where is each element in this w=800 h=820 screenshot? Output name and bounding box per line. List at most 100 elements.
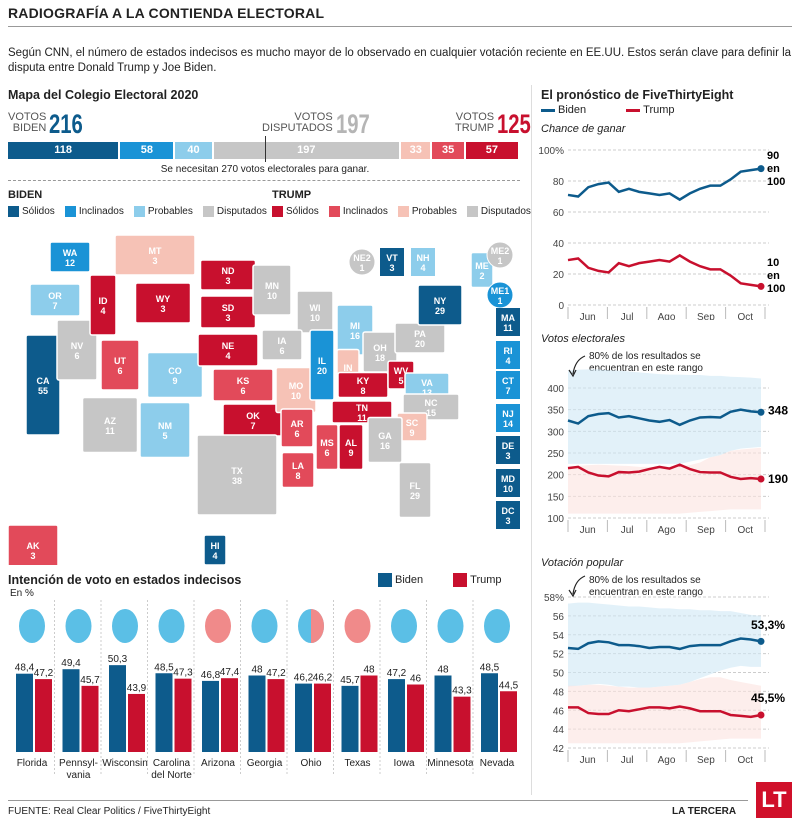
state-votes: 13 xyxy=(422,388,432,398)
bar-trump xyxy=(35,679,52,752)
state-votes: 3 xyxy=(505,516,510,526)
state-votes: 3 xyxy=(30,551,35,561)
state-abbr: CA xyxy=(37,376,50,386)
x-tick-label: Oct xyxy=(738,755,754,766)
source-note: FUENTE: Real Clear Politics / FiveThirty… xyxy=(8,806,211,817)
state-abbr: MT xyxy=(149,246,162,256)
state-shape xyxy=(309,329,335,401)
state-abbr: WI xyxy=(310,303,321,313)
bar-biden xyxy=(155,673,173,752)
threshold-marker xyxy=(264,136,266,162)
state-shape xyxy=(470,251,494,289)
state-group: 45,748 Texas xyxy=(333,600,378,775)
page-title: RADIOGRAFÍA A LA CONTIENDA ELECTORAL xyxy=(8,5,325,21)
x-tick-label: Jul xyxy=(621,525,634,536)
state-ar: AR6 xyxy=(280,408,314,448)
state-nd: ND3 xyxy=(199,259,257,291)
y-tick-label: 200 xyxy=(547,471,564,482)
electoral-votes-chart: 100 150 200 250 300 350 400 Jun Jul Ago Sep Oct 348 1… xyxy=(547,355,788,536)
data-point xyxy=(757,711,765,719)
footer-divider xyxy=(8,800,748,801)
state-votes: 5 xyxy=(398,376,403,386)
state-ia: IA6 xyxy=(261,329,303,361)
y-tick-label: 46 xyxy=(553,706,565,717)
state-ri: RI4 xyxy=(496,341,520,369)
category-label: Georgia xyxy=(247,758,283,769)
category-label: Arizona xyxy=(201,758,235,769)
state-abbr: CO xyxy=(168,366,182,376)
state-shape xyxy=(134,282,192,324)
bar-trump xyxy=(81,685,99,752)
y-tick-label: 300 xyxy=(547,427,564,438)
bar-biden xyxy=(16,673,33,752)
state-abbr: HI xyxy=(211,541,220,551)
category-label: Florida xyxy=(17,758,48,769)
line-trump xyxy=(567,463,762,481)
state-shape xyxy=(29,283,81,317)
segment-disputed: 197 xyxy=(213,142,402,159)
bar-value-label: 48 xyxy=(363,665,375,676)
state-votes: 16 xyxy=(380,441,390,451)
state-abbr: ME xyxy=(475,261,489,271)
state-votes: 6 xyxy=(74,351,79,361)
bar-value-label: 44,5 xyxy=(499,680,519,691)
state-abbr: OH xyxy=(373,343,387,353)
legend-item-trump: Trump xyxy=(626,104,675,116)
arrow-icon xyxy=(572,355,586,375)
candidate-face-icon xyxy=(437,609,464,643)
title-divider xyxy=(8,26,792,27)
state-votes: 18 xyxy=(375,353,385,363)
state-votes: 3 xyxy=(389,263,394,273)
state-al: AL9 xyxy=(338,423,364,471)
y-tick-label: 50 xyxy=(553,669,565,680)
state-votes: 10 xyxy=(291,391,301,401)
state-badge xyxy=(496,469,520,497)
swatch-icon xyxy=(202,206,214,217)
category-label: Nevada xyxy=(480,758,515,769)
state-ky: KY8 xyxy=(337,371,389,399)
y-tick-label: 250 xyxy=(547,449,564,460)
state-shape xyxy=(25,334,61,436)
state-abbr: NC xyxy=(425,398,438,408)
state-badge xyxy=(380,248,404,276)
bar-trump xyxy=(221,678,238,752)
bar-biden xyxy=(481,673,498,752)
legend-label: Trump xyxy=(643,104,675,116)
state-votes: 29 xyxy=(435,306,445,316)
bar-value-label: 48,4 xyxy=(15,663,35,674)
legend-label: Disputados xyxy=(480,206,531,217)
state-votes: 5 xyxy=(162,431,167,441)
state-shape xyxy=(315,423,339,471)
state-abbr: UT xyxy=(114,356,126,366)
state-shape xyxy=(139,401,191,459)
column-divider xyxy=(531,85,532,795)
trump-label: TRUMP xyxy=(455,122,495,134)
state-badge xyxy=(496,341,520,369)
state-abbr: WA xyxy=(63,248,78,258)
state-shape xyxy=(100,339,140,391)
state-abbr: MN xyxy=(265,281,279,291)
bar-value-label: 46,8 xyxy=(201,670,221,681)
state-mt: MT3 xyxy=(114,234,196,276)
biden-total: VOTOS BIDEN 216 xyxy=(8,111,94,138)
legend-item: Probables xyxy=(133,206,193,217)
legend-item: Sólidos xyxy=(8,206,55,217)
state-votes: 3 xyxy=(160,304,165,314)
segment-trump_inclined: 35 xyxy=(432,142,466,159)
state-group: 46,2 46,2 Ohio xyxy=(286,600,333,775)
state-or: OR7 xyxy=(29,283,81,317)
state-votes: 55 xyxy=(38,386,48,396)
state-votes: 4 xyxy=(212,551,217,561)
state-abbr: SC xyxy=(406,418,419,428)
state-badge xyxy=(411,248,435,276)
swatch-icon xyxy=(8,206,19,217)
y-tick-label: 56 xyxy=(553,612,565,623)
legend-label: Inclinados xyxy=(342,206,388,217)
state-abbr: KS xyxy=(237,376,250,386)
state-shape xyxy=(56,319,98,381)
